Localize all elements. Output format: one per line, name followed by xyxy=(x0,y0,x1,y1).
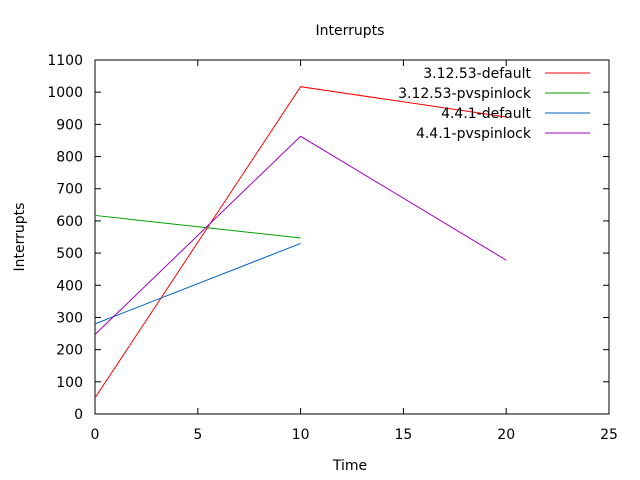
y-tick-label: 500 xyxy=(56,246,83,262)
x-tick-label: 10 xyxy=(292,427,310,443)
y-tick-label: 400 xyxy=(56,278,83,294)
y-tick-label: 700 xyxy=(56,182,83,198)
chart-title: Interrupts xyxy=(316,23,385,39)
series-line-4 xyxy=(94,135,507,335)
series-layer xyxy=(94,86,507,399)
series-line-1 xyxy=(94,86,507,399)
y-tick-label: 200 xyxy=(56,343,83,359)
y-tick-label: 300 xyxy=(56,310,83,326)
axis-ticks: 0 100 200 300 400 500 600 700 800 900 1000 1100 0 5 10… xyxy=(47,53,618,443)
y-tick-label: 100 xyxy=(56,375,83,391)
y-tick-label: 1100 xyxy=(47,53,83,69)
y-tick-label: 1000 xyxy=(47,85,83,101)
legend-label-3: 4.4.1-default xyxy=(441,106,531,122)
x-tick-label: 5 xyxy=(193,427,202,443)
y-tick-label: 0 xyxy=(74,407,83,423)
series-line-2 xyxy=(94,214,301,239)
x-tick-label: 15 xyxy=(394,427,412,443)
x-tick-label: 0 xyxy=(91,427,100,443)
plot-frame xyxy=(94,59,610,415)
x-tick-label: 25 xyxy=(600,427,618,443)
legend-label-2: 3.12.53-pvspinlock xyxy=(398,86,532,102)
y-tick-label: 800 xyxy=(56,150,83,166)
legend-label-4: 4.4.1-pvspinlock xyxy=(416,126,532,142)
y-tick-label: 900 xyxy=(56,117,83,133)
y-axis-label: Interrupts xyxy=(12,203,28,272)
x-axis-label: Time xyxy=(332,458,367,474)
x-tick-label: 20 xyxy=(497,427,515,443)
y-tick-label: 600 xyxy=(56,214,83,230)
legend: 3.12.53-default 3.12.53-pvspinlock 4.4.1-d… xyxy=(398,66,590,142)
series-line-3 xyxy=(94,242,301,325)
legend-label-1: 3.12.53-default xyxy=(423,66,531,82)
